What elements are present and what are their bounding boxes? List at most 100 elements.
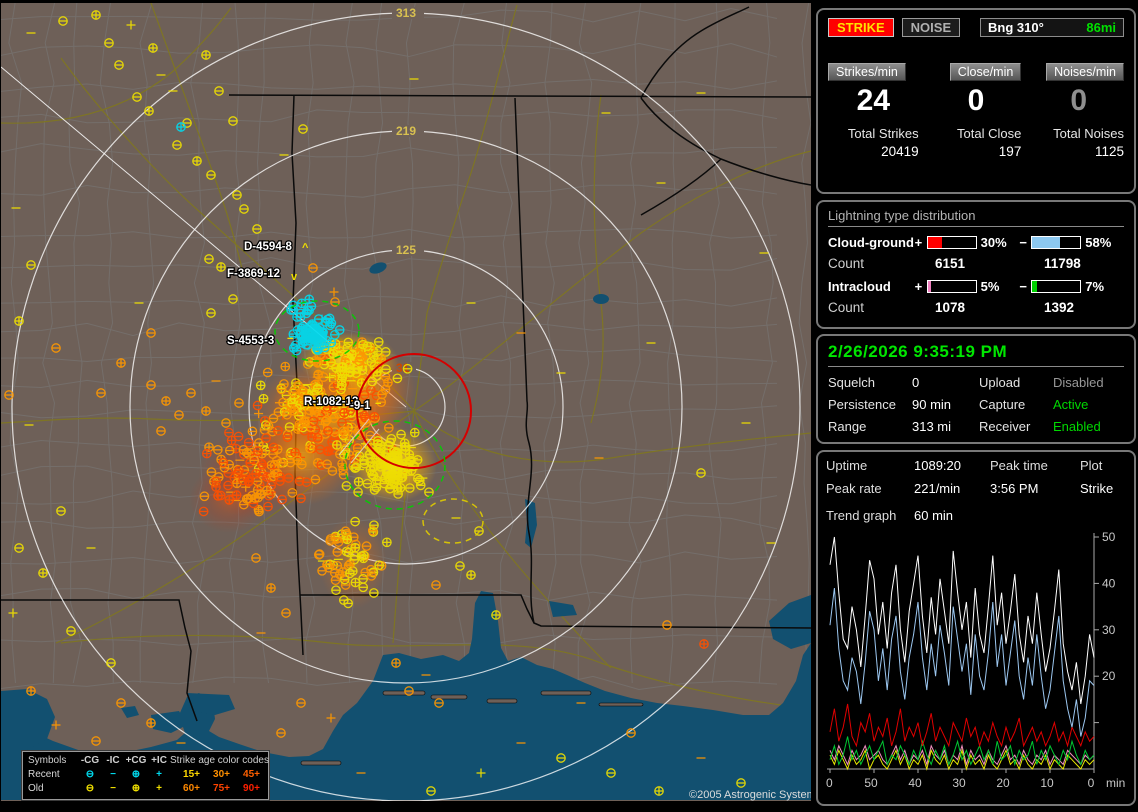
setting-row: Upload Disabled [979,375,1104,390]
bearing-distance: 86mi [1086,20,1116,35]
neg-bar [1031,236,1082,249]
trend-series-light-blue [829,587,1095,737]
datetime-display: 2/26/2026 9:35:19 PM [828,342,1008,361]
noise-mode-button[interactable]: NOISE [901,18,961,37]
map-canvas[interactable]: 31125219313D-4594-8^F-3869-12vS-4553-3−R… [1,3,811,801]
neg-pct: 7% [1085,279,1105,294]
plus-sign: + [914,235,923,250]
trend-series-red [829,703,1095,748]
trend-graph-label: Trend graph [826,508,897,523]
total-noises-label: Total Noises [1053,126,1124,141]
storm-cell-ellipse [422,498,484,544]
trend-box: Uptime 1089:20 Peak time Plot Peak rate 221/m… [816,450,1136,806]
distribution-row: Cloud-ground +30% − 58% [828,235,1124,250]
cell-track-line [338,418,370,456]
uptime-cell: Plot [1080,458,1103,473]
pos-bar [926,280,977,293]
close-alarm-circle [356,353,472,469]
svg-text:10: 10 [1040,776,1054,790]
roads [1,3,811,710]
ring-distance-label: 313 [396,6,416,20]
noises-per-min-button[interactable]: Noises/min [1046,63,1124,81]
map-label-marker: v [291,271,298,283]
total-strikes-value: 20419 [881,144,919,159]
neg-bar [1031,280,1082,293]
svg-text:50: 50 [864,776,878,790]
strike-stats-box: STRIKE NOISE Bng 310° 86mi Strikes/min 2… [816,8,1136,194]
close-per-min-button[interactable]: Close/min [949,63,1022,81]
pos-pct: 5% [980,279,1000,294]
map-label-marker: − [287,333,293,345]
bearing-label: Bng 310° [988,20,1044,35]
svg-text:0: 0 [1088,776,1095,790]
svg-text:20: 20 [996,776,1010,790]
map-label-marker: ^ [302,242,309,254]
legend-header: Symbols -CG -IC +CG +IC Strike age color… [28,755,269,766]
system-status-box: 2/26/2026 9:35:19 PM Squelch 0 Persistence… [816,334,1136,444]
map-label: F-3869-12 [227,268,280,280]
svg-text:40: 40 [1102,576,1116,590]
uptime-cell: 221/min [914,481,961,496]
strike-mode-button[interactable]: STRIKE [828,18,894,37]
setting-row: Range 313 mi [828,419,952,434]
total-strikes-label: Total Strikes [847,126,919,141]
trend-window-value: 60 min [914,508,954,523]
svg-text:60: 60 [826,776,833,790]
strikes-rate: 24 [856,84,891,117]
svg-text:30: 30 [952,776,966,790]
trend-series-white [829,536,1095,705]
uptime-cell: Uptime [826,458,868,473]
uptime-cell: Strike [1080,481,1114,496]
close-rate: 0 [967,84,985,117]
map-label-marker: − [375,398,381,410]
total-close-value: 197 [998,144,1022,159]
noises-rate: 0 [1070,84,1087,117]
setting-row: Squelch 0 [828,375,920,390]
setting-row: Capture Active [979,397,1089,412]
strikes-column: Strikes/min 24 Total Strikes 20419 [828,63,919,159]
strike-symbols [4,10,776,796]
bearing-readout: Bng 310° 86mi [980,18,1124,37]
storm-cell-ellipse [344,420,446,510]
svg-text:50: 50 [1102,530,1116,544]
distribution-title: Lightning type distribution [828,208,1124,227]
trend-series-pink [829,743,1095,767]
divider [828,366,1124,367]
uptime-cell: Peak rate [826,481,882,496]
map-label: D-4594-8 [244,241,293,253]
pos-pct: 30% [980,235,1007,250]
svg-text:40: 40 [908,776,922,790]
map-symbol-legend: Symbols -CG -IC +CG +IC Strike age color… [21,750,270,801]
svg-text:20: 20 [1102,669,1116,683]
setting-row: Receiver Enabled [979,419,1101,434]
map-label: -9-1 [350,400,371,412]
legend-row: Old ⊖ − ⊕ +60+ 75+ 90+ [28,783,260,794]
lightning-map[interactable]: 31125219313D-4594-8^F-3869-12vS-4553-3−R… [1,3,811,801]
distribution-count-row: Count 1078 1392 [828,300,1075,315]
cell-track-line [350,428,380,464]
map-label: R-1082-13 [304,396,358,408]
uptime-grid: Uptime 1089:20 Peak time Plot Peak rate 221/m… [826,458,1126,496]
setting-row: Persistence 90 min [828,397,952,412]
lightning-distribution-box: Lightning type distribution Cloud-ground… [816,200,1136,329]
settings-right: Upload Disabled Capture Active Receiver Enabl… [979,375,1124,441]
water [1,262,811,800]
settings-left: Squelch 0 Persistence 90 min Range 313 mi [828,375,973,441]
strikes-per-min-button[interactable]: Strikes/min [828,63,906,81]
pos-bar [926,236,977,249]
minus-sign: − [1019,279,1027,294]
distribution-row: Intracloud +5% − 7% [828,279,1124,294]
close-column: Close/min 0 Total Close 197 [931,63,1022,159]
ring-label-bg [392,125,424,137]
status-panel: STRIKE NOISE Bng 310° 86mi Strikes/min 2… [814,0,1138,812]
svg-text:30: 30 [1102,623,1116,637]
total-close-label: Total Close [957,126,1022,141]
uptime-cell: 3:56 PM [990,481,1039,496]
ring-distance-label: 219 [396,124,416,138]
dist-type-name: Cloud-ground [828,235,914,250]
trend-series-green [829,736,1095,767]
distribution-count-row: Count 6151 11798 [828,256,1081,271]
total-noises-value: 1125 [1094,144,1124,159]
barrier-islands [300,690,644,766]
